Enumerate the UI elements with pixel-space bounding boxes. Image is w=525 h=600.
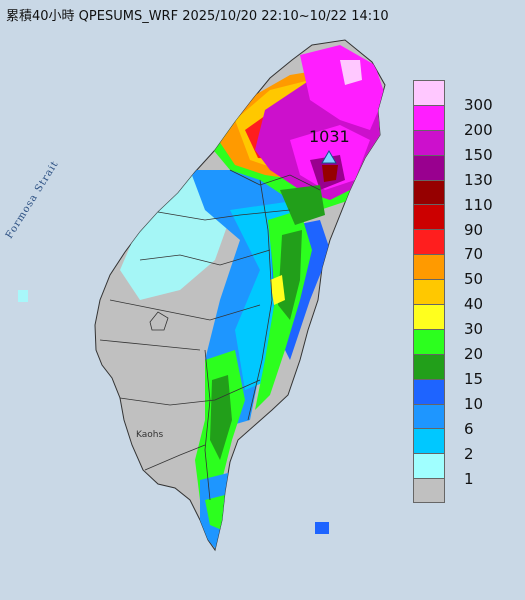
- legend-swatch: [413, 428, 445, 454]
- map-title: 累積40小時 QPESUMS_WRF 2025/10/20 22:10~10/2…: [6, 9, 389, 24]
- legend-label: 50: [464, 270, 484, 289]
- legend-label: 40: [464, 295, 484, 314]
- legend-label: 15: [464, 369, 484, 388]
- legend-label: 200: [464, 120, 493, 139]
- city-label: Kaohs: [136, 430, 164, 440]
- legend-swatch: [413, 204, 445, 230]
- legend-swatch: [413, 279, 445, 305]
- legend-swatch: [413, 254, 445, 280]
- legend-swatch: [413, 179, 445, 205]
- legend-label: 130: [464, 170, 493, 189]
- legend-label: 110: [464, 195, 493, 214]
- legend-label: 1: [464, 469, 474, 488]
- legend-label: 300: [464, 96, 493, 114]
- legend-label: 30: [464, 320, 484, 339]
- legend-swatch: [413, 104, 445, 130]
- legend-label: 150: [464, 145, 493, 164]
- legend-label: 70: [464, 245, 484, 264]
- legend-label: 90: [464, 220, 484, 239]
- max-rainfall-triangle-icon: [321, 150, 337, 164]
- legend-swatch: [413, 478, 445, 504]
- legend-swatch: [413, 378, 445, 404]
- legend-label: 10: [464, 394, 484, 413]
- legend-swatch: [413, 403, 445, 429]
- legend-label: 6: [464, 419, 474, 438]
- legend-swatch: [413, 304, 445, 329]
- legend-swatch: [413, 154, 445, 180]
- legend-label: 20: [464, 345, 484, 363]
- legend-swatch: [413, 453, 445, 479]
- legend-swatch: [413, 353, 445, 379]
- legend-label: 2: [464, 444, 474, 463]
- legend-swatch: [413, 129, 445, 155]
- legend-swatch: [413, 80, 445, 105]
- legend-swatch: [413, 328, 445, 354]
- legend-colorbar: [413, 80, 445, 504]
- legend-swatch: [413, 229, 445, 255]
- max-rainfall-label: 1031: [309, 127, 350, 146]
